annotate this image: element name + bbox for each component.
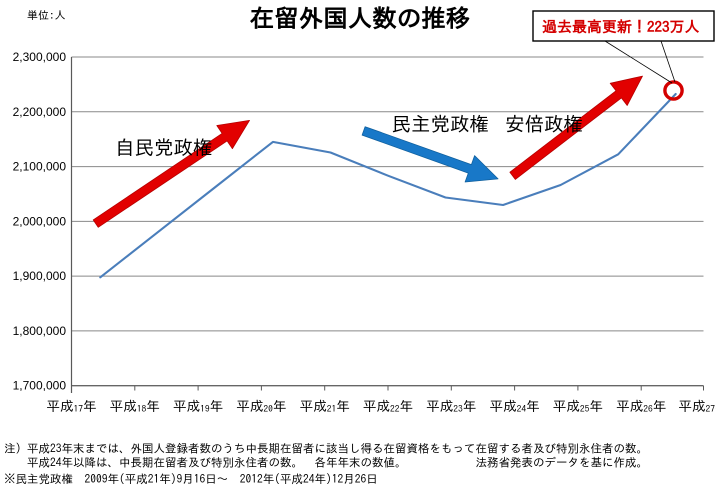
svg-text:2,200,000: 2,200,000 (13, 105, 67, 119)
svg-text:注) 平成23年末までは、外国人登録者数のうち中長期在留者に: 注) 平成23年末までは、外国人登録者数のうち中長期在留者に該当し得る在留資格を… (4, 443, 648, 455)
svg-text:2,000,000: 2,000,000 (13, 214, 67, 228)
svg-text:平成25年: 平成25年 (553, 399, 603, 414)
svg-text:平成20年: 平成20年 (236, 399, 286, 414)
svg-text:平成24年: 平成24年 (490, 399, 540, 414)
svg-text:平成27年: 平成27年 (679, 399, 716, 414)
svg-text:平成18年: 平成18年 (110, 399, 160, 414)
svg-text:平成22年: 平成22年 (363, 399, 413, 414)
svg-text:1,800,000: 1,800,000 (13, 324, 67, 338)
svg-text:平成26年: 平成26年 (616, 399, 666, 414)
svg-text:1,900,000: 1,900,000 (13, 269, 67, 283)
svg-text:過去最高更新！223万人: 過去最高更新！223万人 (542, 19, 700, 34)
svg-text:在留外国人数の推移: 在留外国人数の推移 (250, 5, 471, 30)
svg-text:民主党政権: 民主党政権 (392, 114, 490, 134)
svg-text:1,700,000: 1,700,000 (13, 379, 67, 393)
svg-text:平成17年: 平成17年 (47, 399, 97, 414)
svg-text:平成21年: 平成21年 (300, 399, 350, 414)
svg-text:平成23年: 平成23年 (426, 399, 476, 414)
svg-text:単位:人: 単位:人 (27, 9, 66, 21)
svg-text:※民主党政権 2009年(平成21年)9月16日～ 2012: ※民主党政権 2009年(平成21年)9月16日～ 2012年(平成24年)12… (4, 472, 378, 485)
svg-text:平成19年: 平成19年 (173, 399, 223, 414)
svg-text:平成24年以降は、中長期在留者及び特別永住者の数。 各年年末: 平成24年以降は、中長期在留者及び特別永住者の数。 各年年末の数値。 法務省発表… (4, 457, 648, 469)
svg-text:2,300,000: 2,300,000 (13, 50, 67, 64)
svg-text:2,100,000: 2,100,000 (13, 160, 67, 174)
svg-text:自民党政権: 自民党政権 (115, 138, 213, 158)
svg-text:安倍政権: 安倍政権 (505, 114, 583, 134)
